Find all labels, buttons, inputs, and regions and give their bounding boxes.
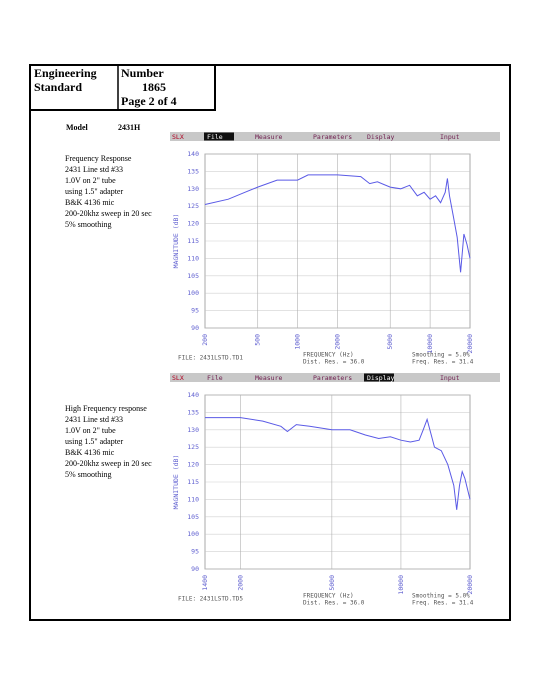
- y-tick-label: 125: [187, 202, 199, 210]
- menu-highlight: [364, 373, 394, 382]
- description-line: 1.0V on 2" tube: [65, 426, 116, 435]
- x-tick-label: 2000: [334, 334, 342, 350]
- description-line: B&K 4136 mic: [65, 198, 115, 207]
- model-value: 2431H: [118, 123, 141, 132]
- menu-highlight: [204, 132, 234, 141]
- description-line: using 1.5" adapter: [65, 187, 123, 196]
- response-curve: [205, 417, 471, 510]
- file-name: FILE: 2431LSTD.TD1: [178, 355, 243, 362]
- y-tick-label: 135: [187, 167, 199, 175]
- menu-item: Parameters: [313, 133, 352, 141]
- y-tick-label: 100: [187, 289, 199, 297]
- menu-item: Measure: [255, 374, 282, 382]
- y-tick-label: 115: [187, 478, 199, 486]
- header-box: [29, 64, 216, 111]
- menu-item: Measure: [255, 133, 282, 141]
- y-tick-label: 110: [187, 495, 199, 503]
- menu-item: SLX: [172, 133, 184, 141]
- x-tick-label: 500: [254, 334, 262, 346]
- menu-item: File: [207, 374, 223, 382]
- description-line: Frequency Response: [65, 154, 132, 163]
- y-tick-label: 120: [187, 220, 199, 228]
- y-axis-label: MAGNITUDE (dB): [172, 214, 180, 269]
- response-curve: [204, 174, 471, 273]
- x-axis-label: FREQUENCY (Hz): [303, 352, 354, 359]
- file-name: FILE: 2431LSTD.TD5: [178, 596, 243, 603]
- y-tick-label: 90: [191, 324, 199, 332]
- menu-bar: [170, 132, 500, 141]
- dist-res: Dist. Res. = 36.0: [303, 359, 365, 366]
- x-tick-label: 2000: [237, 575, 245, 591]
- description-line: 2431 Line std #33: [65, 415, 123, 424]
- description-line: using 1.5" adapter: [65, 437, 123, 446]
- menu-item: SLX: [172, 374, 184, 382]
- y-tick-label: 95: [191, 548, 199, 556]
- x-axis-label: FREQUENCY (Hz): [303, 593, 354, 600]
- description-line: 5% smoothing: [65, 470, 111, 479]
- y-tick-label: 140: [187, 150, 199, 158]
- y-tick-label: 140: [187, 391, 199, 399]
- y-axis-label: MAGNITUDE (dB): [172, 455, 180, 510]
- freq-res: Freq. Res. = 31.4: [412, 359, 474, 366]
- x-tick-label: 1000: [294, 334, 302, 350]
- y-tick-label: 95: [191, 307, 199, 315]
- x-tick-label: 20000: [466, 334, 474, 354]
- model-label: Model: [66, 123, 89, 132]
- x-tick-label: 5000: [328, 575, 336, 591]
- y-tick-label: 135: [187, 408, 199, 416]
- menu-bar: [170, 373, 500, 382]
- x-tick-label: 20000: [466, 575, 474, 595]
- page-frame: [29, 64, 511, 621]
- description-line: High Frequency response: [65, 404, 147, 413]
- menu-item: Parameters: [313, 374, 352, 382]
- x-tick-label: 5000: [386, 334, 394, 350]
- x-tick-label: 200: [201, 334, 209, 346]
- y-tick-label: 105: [187, 272, 199, 280]
- menu-item: Display: [367, 133, 394, 141]
- y-tick-label: 105: [187, 513, 199, 521]
- menu-item: Input: [440, 133, 460, 141]
- description-line: 200-20khz sweep in 20 sec: [65, 209, 152, 218]
- dist-res: Dist. Res. = 36.0: [303, 600, 365, 607]
- menu-item: Display: [367, 374, 394, 382]
- x-tick-label: 10000: [426, 334, 434, 354]
- y-tick-label: 90: [191, 565, 199, 573]
- y-tick-label: 110: [187, 254, 199, 262]
- number-label: Number: [121, 66, 164, 80]
- y-tick-label: 130: [187, 185, 199, 193]
- y-tick-label: 130: [187, 426, 199, 434]
- y-tick-label: 100: [187, 530, 199, 538]
- header-title: Engineering: [34, 66, 97, 80]
- freq-res: Freq. Res. = 31.4: [412, 600, 474, 607]
- menu-item: Input: [440, 374, 460, 382]
- description-line: 5% smoothing: [65, 220, 111, 229]
- description-line: 200-20khz sweep in 20 sec: [65, 459, 152, 468]
- smoothing: Smoothing = 5.0%: [412, 593, 470, 600]
- y-tick-label: 115: [187, 237, 199, 245]
- description-line: B&K 4136 mic: [65, 448, 115, 457]
- description-line: 1.0V on 2" tube: [65, 176, 116, 185]
- menu-item: File: [207, 133, 223, 141]
- description-line: 2431 Line std #33: [65, 165, 123, 174]
- number: 1865: [142, 80, 166, 94]
- y-tick-label: 120: [187, 461, 199, 469]
- header-title: Standard: [34, 80, 82, 94]
- x-tick-label: 10000: [397, 575, 405, 595]
- x-tick-label: 1400: [201, 575, 209, 591]
- smoothing: Smoothing = 5.0%: [412, 352, 470, 359]
- y-tick-label: 125: [187, 443, 199, 451]
- page-number: Page 2 of 4: [121, 94, 177, 108]
